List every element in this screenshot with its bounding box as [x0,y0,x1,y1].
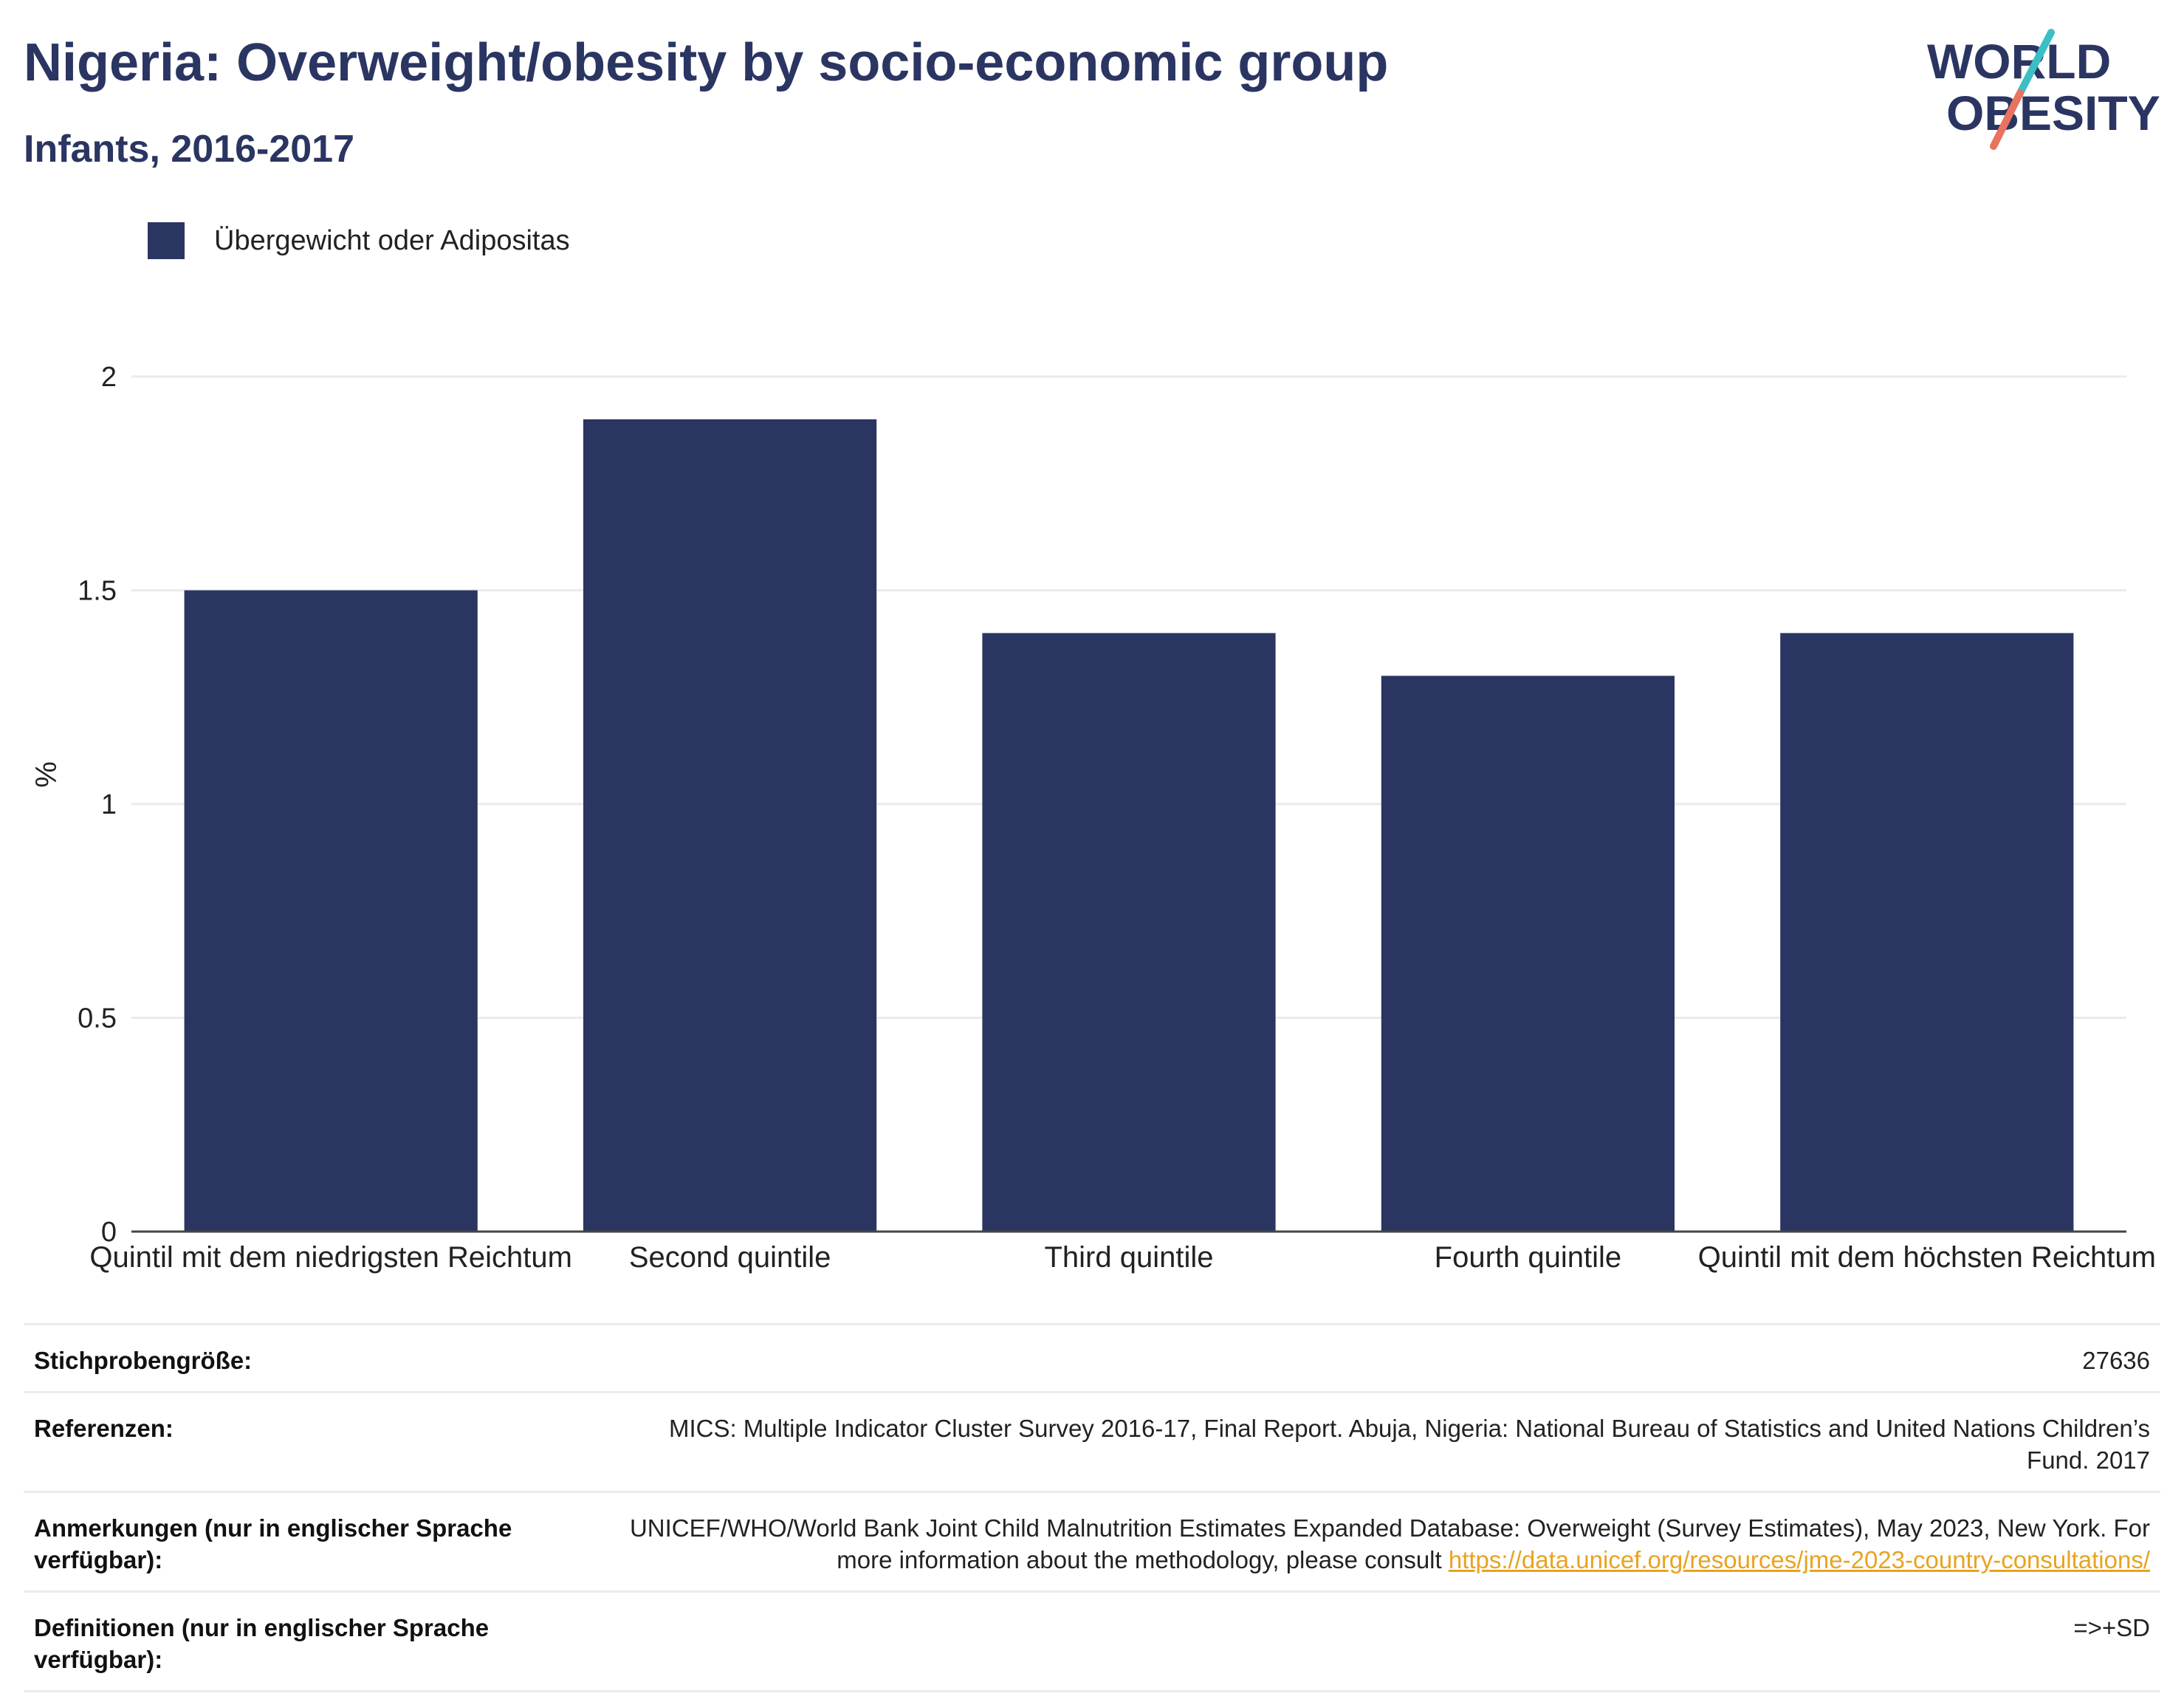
bars [184,419,2074,1232]
y-axis-label: % [30,761,63,788]
table-row-sample-size: Stichprobengröße: 27636 [24,1323,2160,1393]
notes-value: UNICEF/WHO/World Bank Joint Child Malnut… [629,1514,2150,1573]
references-value: MICS: Multiple Indicator Cluster Survey … [605,1391,2160,1493]
legend-swatch [148,222,185,259]
logo-slash-bottom-icon [1990,89,2024,150]
x-tick-label: Quintil mit dem niedrigsten Reichtum [89,1241,572,1274]
y-tick-label: 0 [101,1217,117,1248]
bar-chart: 0 0.5 1 1.5 2 Quintil mit dem niedrigsten Rei… [30,362,2156,1274]
bar[interactable] [1780,633,2074,1232]
definitions-value: =>+SD [605,1590,2160,1692]
table-row-references: Referenzen: MICS: Multiple Indicator Clu… [24,1391,2160,1493]
logo-word-obesity: OBESITY [1946,86,2160,140]
sample-size-value: 27636 [605,1323,2160,1393]
table-row-definitions: Definitionen (nur in englischer Sprache … [24,1590,2160,1692]
chart-subtitle: Infants, 2016-2017 [24,128,355,171]
bar[interactable] [1381,676,1675,1232]
notes-value-cell: UNICEF/WHO/World Bank Joint Child Malnut… [605,1491,2160,1593]
y-tick-label: 0.5 [78,1003,117,1034]
x-tick-label: Second quintile [629,1241,831,1274]
axes: 0 0.5 1 1.5 2 Quintil mit dem niedrigsten Rei… [30,362,2156,1274]
legend-label: Übergewicht oder Adipositas [214,224,570,256]
logo-slash-top-icon [2016,29,2055,97]
x-tick-label: Quintil mit dem höchsten Reichtum [1698,1241,2156,1274]
y-tick-label: 2 [101,362,117,393]
bar[interactable] [583,419,877,1232]
table-row-notes: Anmerkungen (nur in englischer Sprache v… [24,1491,2160,1593]
y-tick-label: 1 [101,789,117,820]
notes-link[interactable]: https://data.unicef.org/resources/jme-20… [1448,1546,2150,1573]
sample-size-label: Stichprobengröße: [24,1323,605,1393]
y-tick-label: 1.5 [78,576,117,607]
references-label: Referenzen: [24,1391,605,1493]
chart-title: Nigeria: Overweight/obesity by socio-eco… [24,33,1389,92]
metadata-table: Stichprobengröße: 27636 Referenzen: MICS… [24,1323,2160,1692]
x-tick-label: Fourth quintile [1435,1241,1621,1274]
legend[interactable]: Übergewicht oder Adipositas [148,222,570,260]
bar[interactable] [982,633,1276,1232]
definitions-label: Definitionen (nur in englischer Sprache … [24,1590,605,1692]
world-obesity-logo-mark: WORLD OBESITY [1927,29,2160,150]
x-tick-label: Third quintile [1044,1241,1213,1274]
world-obesity-logo[interactable]: WORLD OBESITY [1920,22,2171,155]
bar[interactable] [184,590,478,1232]
notes-label: Anmerkungen (nur in englischer Sprache v… [24,1491,605,1593]
logo-word-world: WORLD [1927,34,2111,89]
